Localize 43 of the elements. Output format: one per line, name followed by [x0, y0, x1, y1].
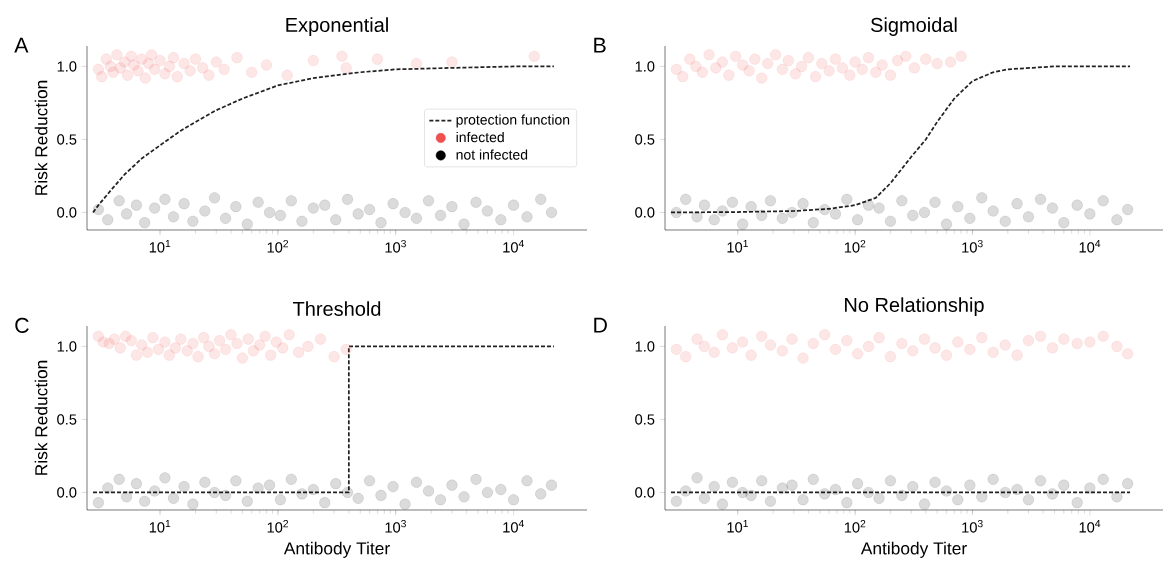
chart-title: Sigmoidal — [870, 17, 957, 36]
x-tick-label: 10$^{3}$ — [962, 240, 983, 253]
x-tick-label: 10$^{3}$ — [385, 240, 406, 253]
x-tick-label: 10$^{2}$ — [844, 240, 866, 253]
x-tick-label: 10$^{2}$ — [267, 520, 289, 533]
chart-title: No Relationship — [845, 297, 984, 316]
x-tick-label: 10$^{1}$ — [149, 240, 171, 253]
chart-title: Exponential — [286, 17, 388, 36]
x-tick-label: 10$^{1}$ — [727, 520, 748, 533]
x-tick-label: 10$^{1}$ — [727, 240, 748, 253]
y-tick-label: 0.0 — [635, 207, 655, 218]
x-tick-label: 10$^{4}$ — [503, 520, 524, 533]
y-tick-label: 0.0 — [635, 487, 655, 498]
y-tick-label: 0.5 — [57, 414, 77, 425]
x-tick-label: 10$^{4}$ — [503, 240, 524, 253]
x-tick-label: 10$^{1}$ — [149, 520, 171, 533]
y-tick-label: 1.0 — [57, 341, 77, 352]
y-tick-label: 0.0 — [57, 207, 77, 218]
y-tick-label: 1.0 — [57, 61, 77, 72]
x-axis-title: Antibody Titer — [860, 541, 967, 558]
y-axis-title: Risk Reduction — [34, 360, 48, 475]
legend-label: not infected — [456, 149, 528, 160]
x-tick-label: 10$^{3}$ — [962, 520, 983, 533]
y-tick-label: 0.5 — [57, 134, 77, 145]
y-axis-title: Risk Reduction — [34, 80, 48, 195]
y-tick-label: 0.5 — [635, 134, 655, 145]
y-tick-label: 1.0 — [635, 61, 655, 72]
text: C — [15, 317, 29, 333]
x-tick-label: 10$^{2}$ — [267, 240, 289, 253]
text: D — [594, 317, 607, 333]
y-tick-label: 1.0 — [635, 341, 655, 352]
text: A — [14, 37, 29, 53]
legend-label: infected — [456, 131, 504, 143]
x-tick-label: 10$^{2}$ — [844, 520, 866, 533]
legend-label: protection function — [456, 114, 570, 128]
y-tick-label: 0.0 — [57, 487, 77, 498]
x-axis-title: Antibody Titer — [283, 541, 390, 558]
y-tick-label: 0.5 — [635, 414, 655, 425]
x-tick-label: 10$^{4}$ — [1079, 520, 1101, 533]
chart-title: Threshold — [292, 301, 381, 316]
x-tick-label: 10$^{4}$ — [1079, 240, 1101, 253]
text: B — [594, 37, 606, 53]
x-tick-label: 10$^{3}$ — [385, 520, 406, 533]
